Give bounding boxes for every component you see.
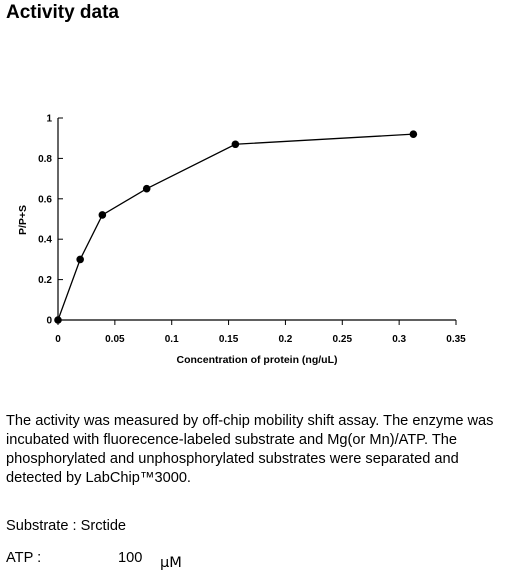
- x-axis-label: Concentration of protein (ng/uL): [177, 354, 338, 366]
- data-point: [142, 184, 151, 193]
- plot-area: 0 0.2 0.4 0.6 0.8 1 0 0.05 0.1 0.15 0.2 0.25 0.3 0.35: [38, 114, 466, 346]
- y-tick-label: 0.2: [38, 275, 52, 286]
- page-title: Activity data: [6, 2, 119, 23]
- x-tick-label: 0.25: [333, 334, 353, 345]
- assay-description: The activity was measured by off-chip mo…: [6, 413, 494, 486]
- y-tick-label: 0.6: [38, 194, 52, 205]
- atp-value: 100: [118, 550, 143, 566]
- atp-label: ATP :: [6, 550, 42, 566]
- x-tick-label: 0.3: [392, 334, 406, 345]
- y-axis-title: P/P+S: [17, 205, 29, 235]
- data-point: [231, 140, 240, 149]
- y-tick-label: 0: [46, 316, 52, 327]
- data-point: [98, 211, 107, 219]
- x-tick-label: 0: [55, 334, 61, 345]
- x-tick-label: 0.35: [446, 334, 466, 345]
- y-axis-label: P/P+S: [17, 205, 29, 235]
- x-tick-label: 0.1: [165, 334, 179, 345]
- data-point: [76, 255, 84, 264]
- data-point: [409, 130, 418, 138]
- series-line: [57, 133, 414, 321]
- atp-unit: μM: [160, 554, 182, 571]
- y-tick-label: 0.4: [38, 235, 52, 246]
- x-tick-label: 0.15: [219, 334, 239, 345]
- x-tick-label: 0.2: [278, 334, 292, 345]
- y-tick-label: 1: [46, 114, 52, 125]
- activity-chart: P/P+S Concentration of protein (ng/uL) 0…: [17, 114, 466, 367]
- y-tick-label: 0.8: [38, 154, 52, 165]
- substrate-line: Substrate : Srctide: [6, 518, 127, 534]
- data-point: [54, 316, 62, 324]
- x-tick-label: 0.05: [105, 334, 125, 345]
